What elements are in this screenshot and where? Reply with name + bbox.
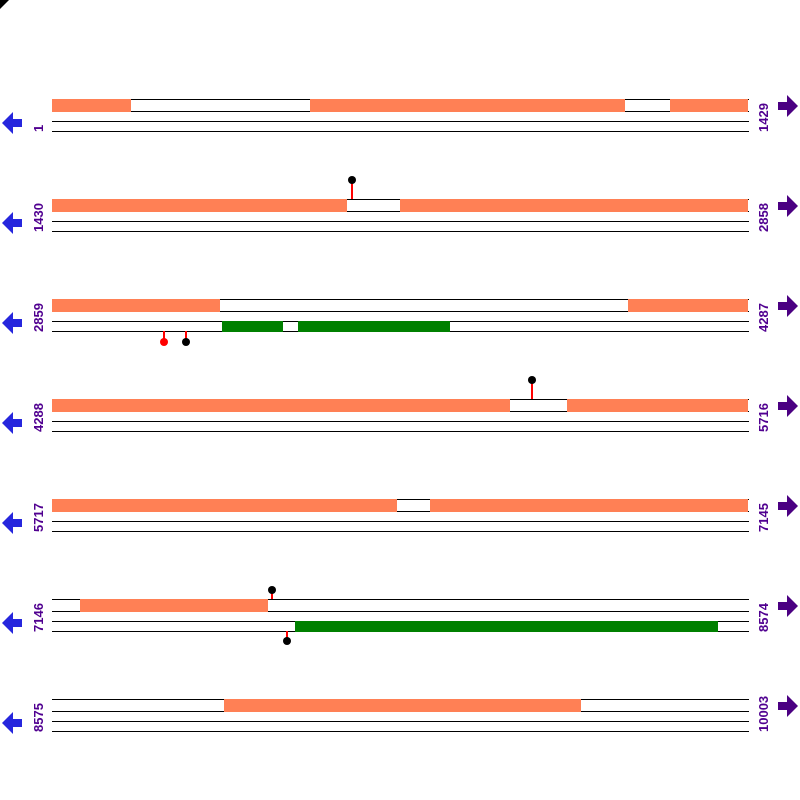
left-strand-arrow-icon	[2, 311, 22, 335]
left-strand-arrow-icon	[2, 511, 22, 535]
row-start-position-label: 7146	[31, 603, 46, 632]
frame-line	[52, 731, 749, 732]
frame-line	[52, 499, 749, 500]
corner-mark	[0, 0, 9, 9]
marker-stem	[271, 590, 273, 599]
orf-bar-green	[295, 621, 718, 632]
left-strand-arrow-icon	[2, 711, 22, 735]
row-start-position-label: 8575	[31, 703, 46, 732]
orf-bar-orange	[310, 99, 625, 112]
orf-bar-green	[222, 321, 283, 332]
orf-bar-orange	[52, 399, 510, 412]
marker-dot	[283, 637, 291, 645]
orf-bar-orange	[80, 599, 268, 612]
orf-bar-green	[298, 321, 450, 332]
track-row: 8575 10003	[0, 0, 800, 734]
frame-line	[52, 531, 749, 532]
marker-dot	[160, 338, 168, 346]
frame-line	[52, 599, 749, 600]
row-end-position-label: 2858	[756, 203, 771, 232]
right-strand-arrow-icon	[778, 94, 798, 118]
orf-bar-orange	[430, 499, 748, 512]
track-row: 1 1429	[0, 0, 800, 134]
orf-bar-orange	[400, 199, 748, 212]
row-end-position-label: 8574	[756, 603, 771, 632]
marker-dot	[268, 586, 276, 594]
orf-bar-orange	[567, 399, 748, 412]
frame-line	[52, 121, 749, 122]
orf-bar-orange	[628, 299, 748, 312]
left-strand-arrow-icon	[2, 111, 22, 135]
frame-line	[52, 311, 749, 312]
orf-bar-orange	[52, 199, 347, 212]
frame-line	[52, 521, 749, 522]
marker-dot	[182, 338, 190, 346]
frame-line	[52, 431, 749, 432]
right-strand-arrow-icon	[778, 594, 798, 618]
frame-line	[52, 231, 749, 232]
marker-stem	[286, 631, 288, 641]
frame-line	[52, 131, 749, 132]
frame-line	[52, 511, 749, 512]
frame-line	[52, 611, 749, 612]
row-end-position-label: 10003	[756, 695, 771, 732]
right-strand-arrow-icon	[778, 694, 798, 718]
row-start-position-label: 5717	[31, 503, 46, 532]
frame-line	[52, 421, 749, 422]
track-row: 5717 7145	[0, 0, 800, 534]
marker-stem	[351, 180, 353, 199]
track-row: 2859 4287	[0, 0, 800, 346]
row-start-position-label: 2859	[31, 303, 46, 332]
right-strand-arrow-icon	[778, 494, 798, 518]
right-strand-arrow-icon	[778, 394, 798, 418]
row-end-position-label: 5716	[756, 403, 771, 432]
row-start-position-label: 4288	[31, 403, 46, 432]
track-row: 7146 8574	[0, 0, 800, 645]
row-end-position-label: 7145	[756, 503, 771, 532]
orf-bar-orange	[52, 299, 220, 312]
frame-line	[52, 221, 749, 222]
row-end-position-label: 1429	[756, 103, 771, 132]
orf-bar-orange	[52, 99, 131, 112]
row-start-position-label: 1430	[31, 203, 46, 232]
marker-stem	[531, 380, 533, 399]
marker-dot	[348, 176, 356, 184]
orf-bar-orange	[52, 499, 397, 512]
orf-bar-orange	[224, 699, 581, 712]
marker-dot	[528, 376, 536, 384]
marker-stem	[163, 331, 165, 342]
orf-bar-orange	[670, 99, 748, 112]
track-row: 4288 5716	[0, 0, 800, 434]
left-strand-arrow-icon	[2, 611, 22, 635]
right-strand-arrow-icon	[778, 294, 798, 318]
track-row: 1430 2858	[0, 0, 800, 234]
frame-line	[52, 721, 749, 722]
right-strand-arrow-icon	[778, 194, 798, 218]
frame-line	[52, 299, 749, 300]
row-start-position-label: 1	[31, 124, 46, 132]
marker-stem	[185, 331, 187, 342]
left-strand-arrow-icon	[2, 211, 22, 235]
row-end-position-label: 4287	[756, 303, 771, 332]
left-strand-arrow-icon	[2, 411, 22, 435]
